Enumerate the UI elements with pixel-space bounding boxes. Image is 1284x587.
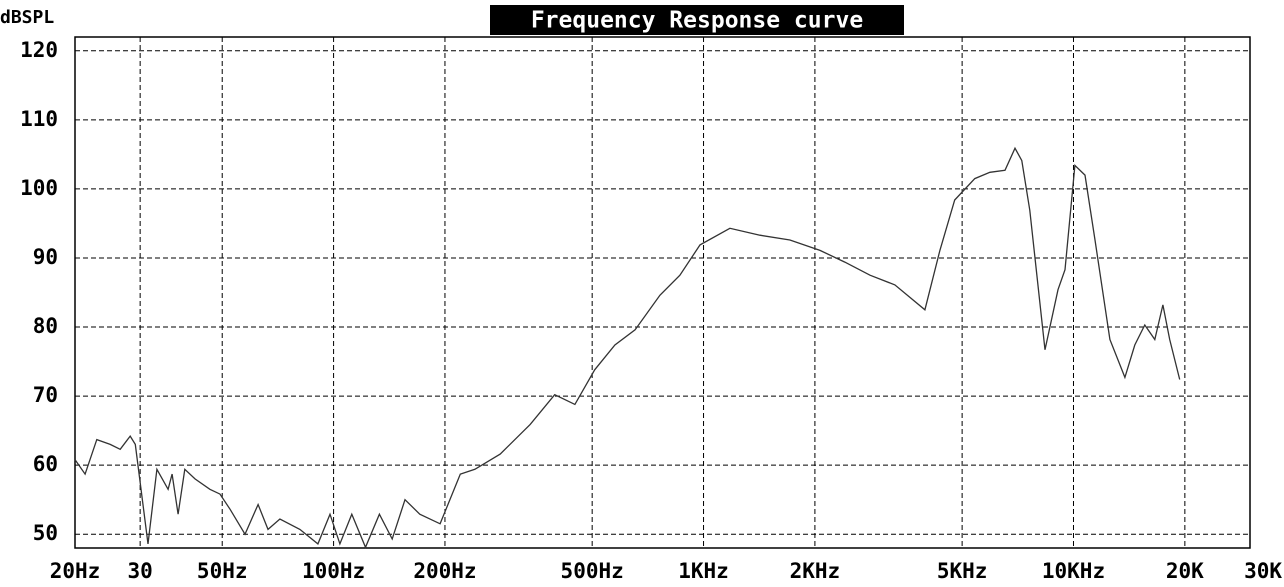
x-tick-label: 200Hz (413, 559, 476, 583)
x-tick-label: 50Hz (197, 559, 248, 583)
x-tick-label: 10KHz (1042, 559, 1105, 583)
x-tick-label: 30 (127, 559, 152, 583)
y-axis-label: dBSPL (0, 7, 54, 28)
y-tick-label: 110 (20, 107, 58, 131)
y-tick-label: 100 (20, 176, 58, 200)
x-tick-label: 20Hz (50, 559, 101, 583)
x-tick-label: 500Hz (561, 559, 624, 583)
x-tick-label: 1KHz (678, 559, 729, 583)
x-tick-label: 20K (1166, 559, 1204, 583)
response-line (74, 146, 1181, 549)
x-tick-label: 5KHz (937, 559, 988, 583)
y-tick-label: 60 (33, 452, 58, 476)
x-tick-label: 30K (1244, 559, 1282, 583)
chart-title: Frequency Response curve (531, 8, 863, 34)
title-box (490, 5, 904, 35)
y-tick-label: 70 (33, 383, 58, 407)
plot-frame (74, 36, 1251, 549)
y-tick-label: 120 (20, 38, 58, 62)
y-tick-label: 50 (33, 521, 58, 545)
y-tick-label: 90 (33, 245, 58, 269)
x-tick-label: 100Hz (302, 559, 365, 583)
y-tick-label: 80 (33, 314, 58, 338)
x-tick-label: 2KHz (790, 559, 841, 583)
